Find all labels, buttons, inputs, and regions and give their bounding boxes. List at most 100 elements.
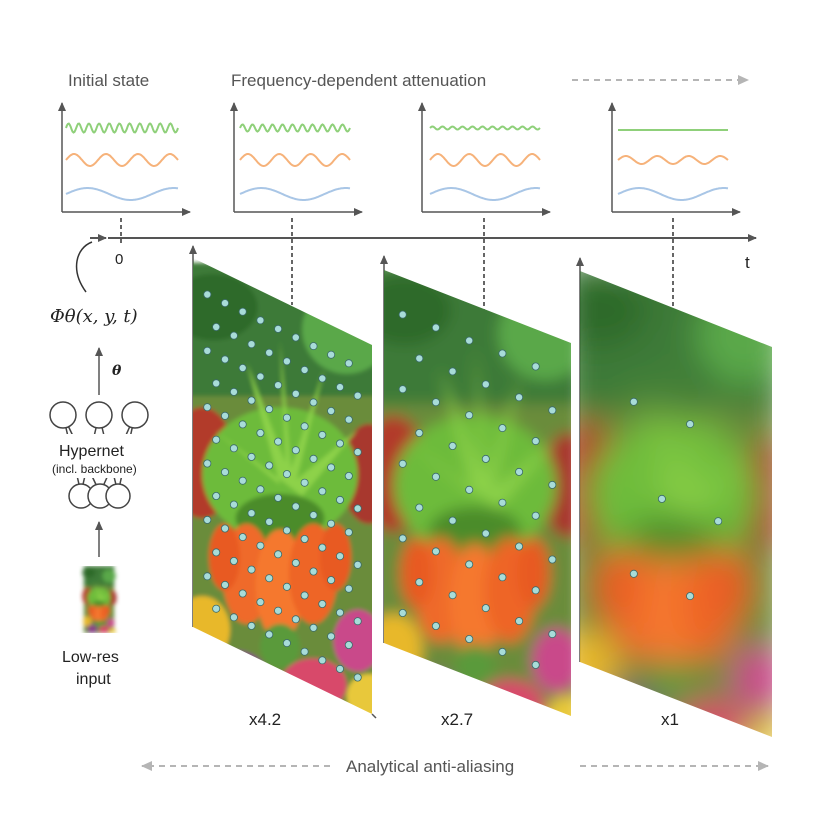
scale-label-x4.2: x4.2 — [249, 710, 281, 729]
sample-point — [415, 354, 424, 363]
signal-plot-4 — [608, 102, 741, 216]
sample-point — [353, 448, 362, 457]
sample-point — [415, 428, 424, 437]
sample-point — [274, 493, 283, 502]
sample-point — [318, 374, 327, 383]
sample-point — [291, 389, 300, 398]
sample-point — [256, 316, 265, 325]
time-origin-label: 0 — [115, 251, 123, 268]
sample-point — [238, 533, 247, 542]
orange-wave — [65, 152, 179, 168]
sample-point — [318, 487, 327, 496]
sample-point — [465, 635, 474, 644]
signal-plot-3 — [418, 102, 551, 216]
sample-point — [229, 387, 238, 396]
sample-point — [203, 290, 212, 299]
hypernet-label: Hypernet — [59, 443, 124, 460]
initial-state-label: Initial state — [68, 71, 149, 90]
sample-point — [274, 550, 283, 559]
sample-point — [344, 641, 353, 650]
sample-point — [344, 359, 353, 368]
sample-point — [238, 476, 247, 485]
sample-point — [318, 600, 327, 609]
sample-point — [238, 420, 247, 429]
sample-point — [327, 463, 336, 472]
sample-point — [274, 437, 283, 446]
sample-point — [247, 509, 256, 518]
green-wave — [429, 125, 541, 131]
sample-point — [274, 324, 283, 333]
sample-point — [220, 411, 229, 420]
sample-point — [309, 454, 318, 463]
output-panel-x2.7 — [380, 255, 571, 716]
sample-point — [282, 357, 291, 366]
sample-point — [335, 495, 344, 504]
sample-points-x2.7 — [398, 310, 557, 669]
sample-point — [318, 430, 327, 439]
sample-point — [548, 480, 557, 489]
sample-point — [282, 413, 291, 422]
sample-point — [300, 647, 309, 656]
sample-point — [238, 307, 247, 316]
sample-point — [238, 363, 247, 372]
sample-point — [415, 503, 424, 512]
sample-point — [291, 446, 300, 455]
sample-point — [300, 591, 309, 600]
sample-point — [327, 406, 336, 415]
sample-point — [247, 621, 256, 630]
sample-point — [448, 516, 457, 525]
sample-point — [238, 589, 247, 598]
sample-point — [548, 406, 557, 415]
sample-point — [300, 478, 309, 487]
sample-point — [203, 515, 212, 524]
sample-point — [256, 428, 265, 437]
sample-point — [515, 617, 524, 626]
sample-point — [431, 398, 440, 407]
sample-point — [629, 569, 638, 578]
sample-point — [220, 299, 229, 308]
sample-point — [282, 582, 291, 591]
sample-point — [353, 617, 362, 626]
sample-point — [335, 439, 344, 448]
sample-point — [265, 630, 274, 639]
sample-point — [229, 613, 238, 622]
blue-wave — [617, 187, 729, 201]
sample-point — [531, 586, 540, 595]
sample-point — [335, 383, 344, 392]
sample-point — [498, 498, 507, 507]
output-panel-x1 — [576, 257, 772, 737]
sample-point — [265, 517, 274, 526]
orange-wave — [617, 155, 729, 166]
sample-point — [300, 422, 309, 431]
sample-point — [398, 385, 407, 394]
sample-point — [274, 606, 283, 615]
phi-function-label: Φθ(x, y, t) — [50, 306, 138, 327]
sample-point — [309, 623, 318, 632]
sample-point — [327, 350, 336, 359]
sample-point — [548, 555, 557, 564]
low-res-input-image — [82, 566, 117, 633]
sample-point — [256, 598, 265, 607]
sample-point — [220, 524, 229, 533]
sample-point — [531, 362, 540, 371]
sample-point — [498, 424, 507, 433]
sample-point — [335, 664, 344, 673]
sample-point — [481, 604, 490, 613]
sample-point — [398, 459, 407, 468]
sample-point — [344, 584, 353, 593]
sample-point — [291, 333, 300, 342]
sample-point — [282, 526, 291, 535]
sample-point — [265, 574, 274, 583]
hypernet-icon — [48, 401, 152, 509]
sample-point — [548, 630, 557, 639]
sample-point — [448, 367, 457, 376]
sample-point — [265, 405, 274, 414]
sample-point — [309, 342, 318, 351]
sample-point — [531, 511, 540, 520]
sample-point — [498, 573, 507, 582]
sample-point — [212, 491, 221, 500]
sample-point — [629, 397, 638, 406]
sample-point — [398, 609, 407, 618]
theta-label: θ — [112, 363, 122, 379]
sample-point — [465, 560, 474, 569]
